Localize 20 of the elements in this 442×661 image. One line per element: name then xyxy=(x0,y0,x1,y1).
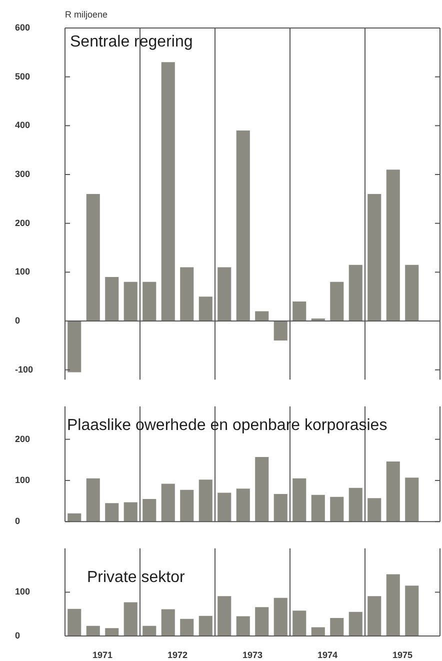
y-tick-label: 200 xyxy=(15,434,30,444)
y-tick-label: 0 xyxy=(15,516,20,526)
y-tick-label: -100 xyxy=(15,364,34,374)
y-tick-label: 0 xyxy=(15,315,20,326)
x-tick-label: 1975 xyxy=(392,650,413,660)
y-axis-title: R miljoene xyxy=(65,9,108,20)
x-tick-label: 1973 xyxy=(242,650,263,660)
x-tick-label: 1974 xyxy=(317,650,338,660)
y-tick-label: 600 xyxy=(15,22,30,32)
y-tick-label: 300 xyxy=(15,168,30,179)
y-tick-label: 100 xyxy=(15,266,30,277)
y-tick-label: 0 xyxy=(15,630,20,640)
x-tick-label: 1972 xyxy=(167,650,188,660)
y-tick-label: 100 xyxy=(15,586,30,597)
x-tick-label: 1971 xyxy=(92,650,113,660)
y-tick-label: 500 xyxy=(15,71,30,82)
y-tick-label: 100 xyxy=(15,474,30,485)
y-tick-label: 200 xyxy=(15,218,30,228)
text: Private sektor xyxy=(87,568,186,586)
y-tick-label: 400 xyxy=(15,120,30,130)
